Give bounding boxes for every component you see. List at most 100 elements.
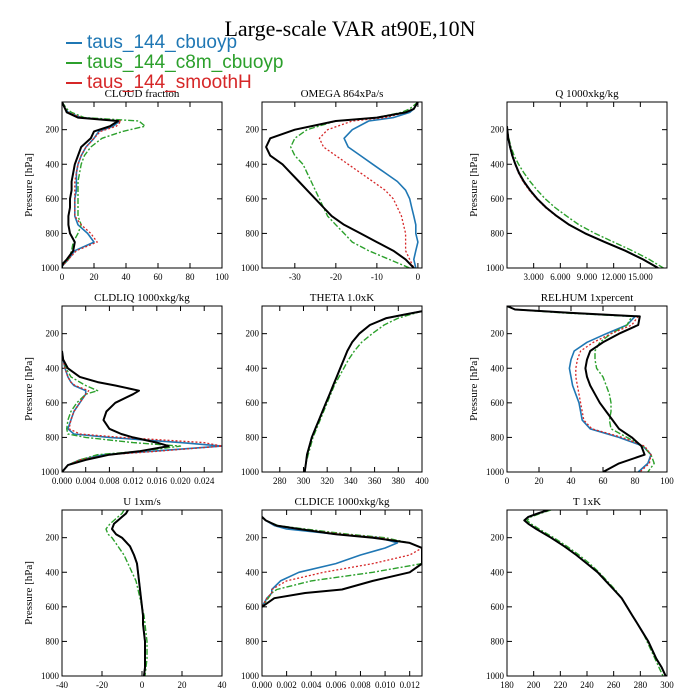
y-tick-label: 200 [46,329,60,339]
panel-title: CLDLIQ 1000xkg/kg [94,292,190,304]
x-tick-label: 0.008 [99,476,120,486]
x-tick-label: 360 [368,476,382,486]
x-tick-label: 20 [90,272,100,282]
x-tick-label: 0.010 [375,680,396,690]
panel-frame [61,509,223,677]
panel-5: THETA 1.0xK 200 400 600 800 1000 280 300 320 340 3… [241,292,429,486]
y-tick-label: 1000 [241,467,260,477]
series-line-green [105,510,148,676]
legend-item: taus_144_smoothH [66,72,283,93]
x-tick-label: -20 [96,680,108,690]
series-group [62,102,146,268]
y-tick-label: 600 [46,194,60,204]
x-tick-label: 380 [392,476,406,486]
series-line-green [526,510,664,676]
panel-frame [61,101,223,269]
series-line-black [303,310,422,472]
y-tick-label: 1000 [486,467,505,477]
panel-title: RELHUM 1xpercent [541,292,634,304]
y-tick-label: 400 [246,363,260,373]
x-tick-label: 40 [567,476,577,486]
x-tick-label: -20 [330,272,342,282]
legend-swatch [66,42,82,44]
x-tick-label: -40 [56,680,68,690]
legend: taus_144_cbuoyp taus_144_c8m_cbuoyp taus… [66,32,284,93]
panel-3: Q 1000xkg/kg Pressure [hPa] 200 400 600 800 10… [468,88,668,282]
legend-swatch [66,82,82,84]
y-tick-label: 200 [491,329,505,339]
series-line-green [507,306,655,472]
panel-4: CLDLIQ 1000xkg/kg Pressure [hPa] 200 400 600… [23,292,223,486]
y-tick-label: 800 [246,432,260,442]
panel-title: U 1xm/s [123,496,161,508]
x-tick-label: 15.000 [628,272,653,282]
series-line-red [62,350,222,472]
panel-title: CLOUD fraction [105,88,180,100]
x-tick-label: 400 [415,476,429,486]
x-tick-label: 180 [500,680,514,690]
y-axis-label: Pressure [hPa] [23,153,35,217]
x-tick-label: 0.020 [170,476,191,486]
y-axis-label: Pressure [hPa] [23,357,35,421]
x-tick-label: 300 [660,680,674,690]
series-line-black [111,510,146,676]
x-tick-label: 300 [297,476,311,486]
panel-title: Q 1000xkg/kg [555,88,619,100]
series-group [507,126,664,268]
y-tick-label: 1000 [486,263,505,273]
panel-frame [506,509,668,677]
y-tick-label: 200 [246,329,260,339]
x-tick-label: 3.000 [524,272,545,282]
series-line-green [507,126,664,268]
x-tick-label: 200 [527,680,541,690]
y-tick-label: 400 [46,567,60,577]
x-tick-label: 280 [273,476,287,486]
x-tick-label: 0.002 [276,680,296,690]
y-tick-label: 800 [246,636,260,646]
x-tick-label: 0 [416,272,421,282]
series-line-black [523,510,667,676]
y-tick-label: 800 [246,228,260,238]
legend-label: taus_144_c8m_cbuoyp [87,52,284,73]
y-tick-label: 600 [246,602,260,612]
series-line-blue [507,306,652,472]
x-tick-label: -30 [289,272,301,282]
x-tick-label: 0.000 [52,476,73,486]
x-tick-label: 320 [320,476,334,486]
x-tick-label: 0.008 [350,680,371,690]
y-tick-label: 600 [491,398,505,408]
x-tick-label: 240 [580,680,594,690]
x-tick-label: 0 [505,476,510,486]
panel-frame [261,101,423,269]
panel-frame [261,305,423,473]
y-tick-label: 400 [246,159,260,169]
y-tick-label: 1000 [41,671,60,681]
series-line-red [304,310,422,472]
series-group [62,350,222,472]
y-tick-label: 800 [46,228,60,238]
y-tick-label: 400 [246,567,260,577]
x-tick-label: 220 [554,680,568,690]
panel-title: T 1xK [573,496,601,508]
y-axis-label: Pressure [hPa] [23,561,35,625]
series-line-blue [62,350,222,472]
x-tick-label: 0 [60,272,65,282]
series-line-red [507,126,659,268]
x-tick-label: 0.016 [147,476,168,486]
series-line-green [304,310,422,472]
x-tick-label: 60 [154,272,164,282]
series-group [105,510,148,676]
y-axis-label: Pressure [hPa] [468,357,480,421]
x-tick-label: 260 [607,680,621,690]
x-tick-label: 0.012 [400,680,420,690]
series-line-red [507,306,652,472]
y-tick-label: 400 [46,363,60,373]
x-tick-label: 0.024 [194,476,215,486]
y-tick-label: 1000 [41,467,60,477]
series-line-black [62,102,119,268]
series-line-red [318,102,419,268]
